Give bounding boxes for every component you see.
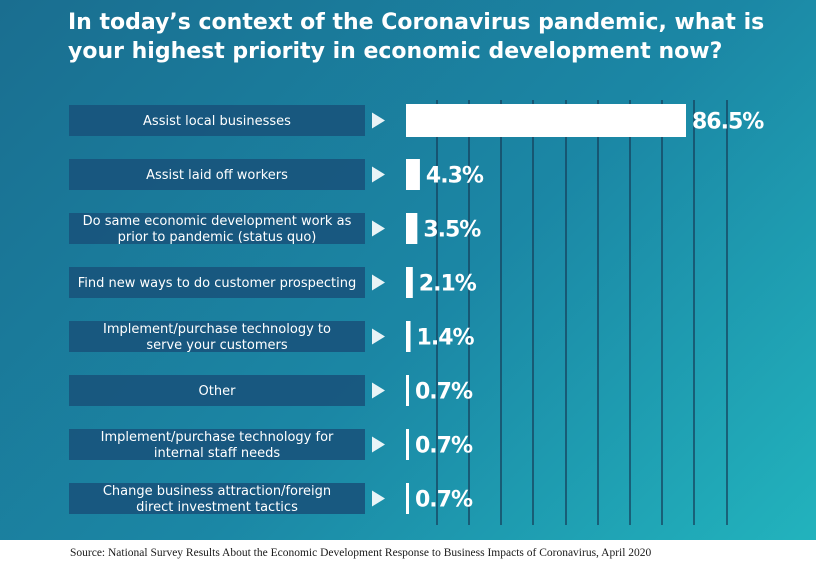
category-label: Other [199, 384, 237, 399]
category-label: direct investment tactics [136, 500, 298, 515]
bar [406, 429, 409, 460]
bar [406, 267, 413, 298]
arrow-icon [372, 436, 385, 453]
category-box [69, 321, 365, 352]
value-label: 1.4% [417, 326, 475, 351]
category-label: Do same economic development work as [83, 214, 352, 229]
title-line-1: In today’s context of the Coronavirus pa… [68, 10, 765, 35]
value-label: 3.5% [423, 218, 481, 243]
arrow-icon [372, 166, 385, 183]
category-box [69, 267, 365, 298]
arrow-icon [372, 220, 385, 237]
bar [406, 213, 418, 244]
category-box [69, 483, 365, 514]
category-box [69, 105, 365, 136]
bar [406, 483, 409, 514]
bar [406, 104, 686, 137]
arrow-icon [372, 112, 385, 129]
bar [406, 375, 409, 406]
category-label: Assist local businesses [143, 114, 291, 129]
category-label: Implement/purchase technology to [103, 322, 331, 337]
category-box [69, 375, 365, 406]
chart-title: In today’s context of the Coronavirus pa… [68, 8, 768, 66]
arrow-icon [372, 490, 385, 507]
category-box [69, 213, 365, 244]
arrow-icon [372, 328, 385, 345]
value-label: 2.1% [419, 272, 477, 297]
bar-chart: Assist local businesses 86.5% Assist laid … [69, 100, 764, 525]
value-label: 86.5% [692, 110, 764, 135]
category-label: Assist laid off workers [146, 168, 288, 183]
bar [406, 159, 420, 190]
category-label: prior to pandemic (status quo) [118, 230, 317, 245]
arrow-icon [372, 274, 385, 291]
category-label: internal staff needs [154, 446, 280, 461]
value-label: 0.7% [415, 434, 473, 459]
value-label: 4.3% [426, 164, 484, 189]
category-box [69, 159, 365, 190]
value-label: 0.7% [415, 380, 473, 405]
title-line-2: your highest priority in economic develo… [68, 39, 723, 64]
category-label: serve your customers [146, 338, 288, 353]
category-label: Implement/purchase technology for [101, 430, 334, 445]
bar [406, 321, 411, 352]
category-label: Change business attraction/foreign [103, 484, 331, 499]
category-box [69, 429, 365, 460]
source-note: Source: National Survey Results About th… [70, 547, 652, 559]
value-label: 0.7% [415, 488, 473, 513]
chart-canvas: In today’s context of the Coronavirus pa… [0, 0, 816, 540]
arrow-icon [372, 382, 385, 399]
category-label: Find new ways to do customer prospecting [78, 276, 356, 291]
